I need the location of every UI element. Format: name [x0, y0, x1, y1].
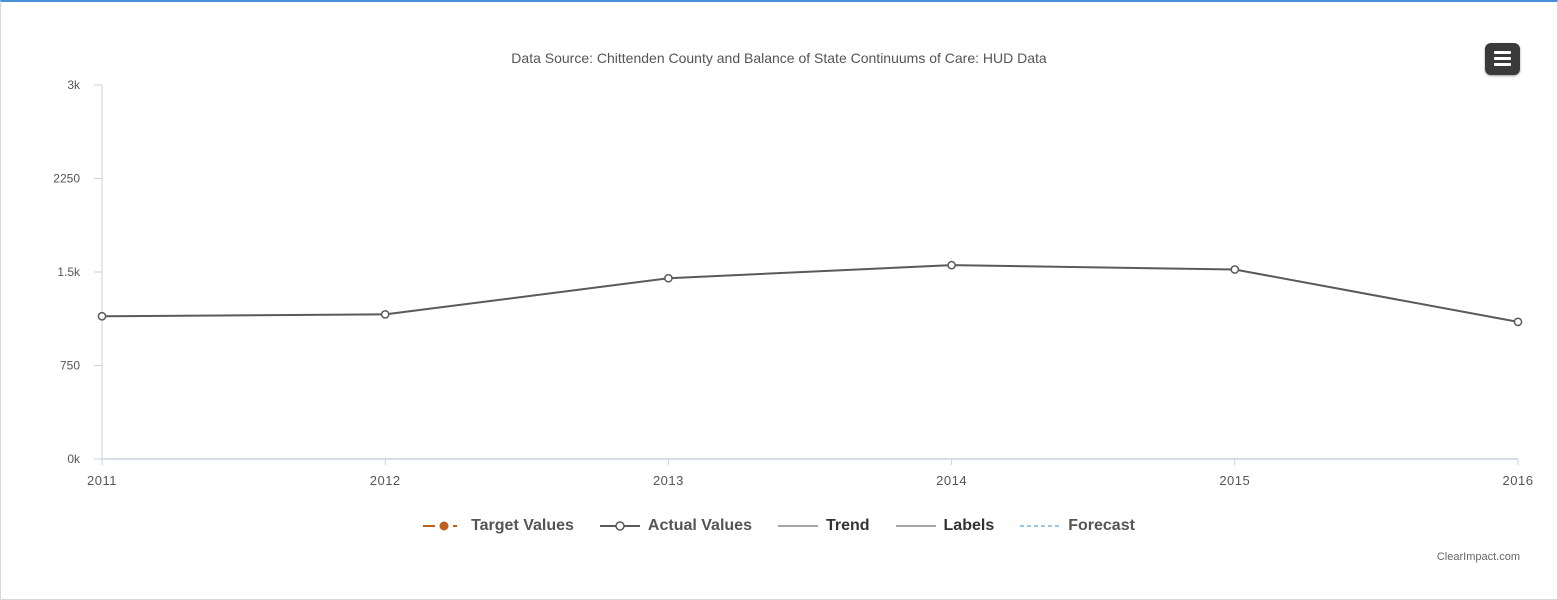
x-tick-label: 2016	[1503, 473, 1534, 488]
chart-subtitle: Data Source: Chittenden County and Balan…	[511, 50, 1047, 66]
data-point	[380, 310, 390, 319]
data-point	[1513, 317, 1523, 327]
legend-label-actual-values: Actual Values	[647, 517, 752, 534]
x-tick-label: 2015	[1219, 473, 1250, 488]
data-point	[664, 273, 673, 283]
actual-values-symbol-icon	[599, 521, 640, 531]
credit-link[interactable]: ClearImpact.com	[1436, 551, 1520, 563]
legend-item-forecast[interactable]: Forecast	[1020, 517, 1135, 535]
labels-symbol-icon	[895, 525, 936, 527]
y-tick-label: 1.5k	[57, 265, 81, 279]
y-tick-label: 750	[60, 359, 80, 373]
data-point	[947, 260, 956, 270]
target-values-symbol-icon	[423, 521, 458, 531]
y-tick-label: 2250	[53, 172, 80, 186]
legend-item-actual-values[interactable]: Actual Values	[599, 517, 752, 535]
legend-label-trend: Trend	[825, 517, 870, 534]
legend-item-labels[interactable]: Labels	[895, 517, 995, 535]
legend-label-labels: Labels	[943, 517, 995, 534]
legend-item-trend[interactable]: Trend	[777, 517, 870, 535]
x-tick-label: 2012	[370, 473, 401, 488]
data-point	[97, 311, 107, 321]
data-point	[1230, 265, 1240, 274]
series-line-actual-values	[101, 264, 1519, 323]
hamburger-menu-icon[interactable]	[1485, 43, 1520, 75]
x-tick-label: 2013	[653, 473, 684, 488]
legend-item-target-values[interactable]: Target Values	[423, 517, 574, 535]
legend-label-forecast: Forecast	[1068, 517, 1135, 534]
x-tick-label: 2014	[936, 473, 967, 488]
legend-label-target-values: Target Values	[471, 517, 574, 534]
y-tick-label: 3k	[67, 78, 81, 92]
y-tick-label: 0k	[67, 452, 81, 466]
forecast-symbol-icon	[1020, 525, 1061, 527]
x-tick-label: 2011	[87, 473, 117, 488]
legend: Target Values Actual Values Trend Labels…	[0, 517, 1558, 535]
trend-symbol-icon	[777, 525, 818, 527]
